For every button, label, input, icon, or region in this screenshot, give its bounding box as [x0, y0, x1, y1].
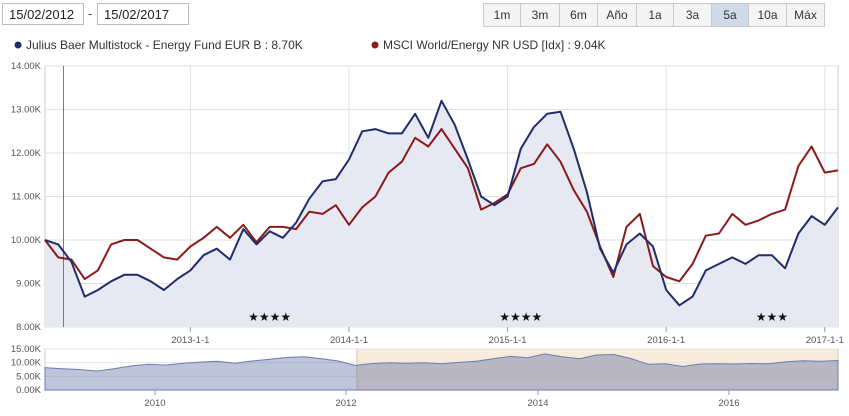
range-button-mx[interactable]: Máx — [787, 3, 825, 27]
y-tick-label: 8.00K — [16, 322, 41, 333]
navigator[interactable]: 15.00K 10.00K 5.00K 0.00K 2010 2012 2014 2016 — [11, 344, 839, 409]
range-button-3a[interactable]: 3a — [674, 3, 712, 27]
range-button-6m[interactable]: 6m — [560, 3, 598, 27]
main-axes: 8.00K 9.00K 10.00K 11.00K 12.00K 13.00K 14.00K… — [11, 61, 844, 346]
rating-stars-label: ★★★★ — [248, 310, 291, 324]
x-tick-label: 2017-1-1 — [806, 335, 844, 346]
rating-stars-label: ★★★★ — [499, 310, 542, 324]
range-button-ao[interactable]: Año — [598, 3, 637, 27]
x-tick-label: 2013-1-1 — [171, 335, 209, 346]
fund-area-fill — [45, 100, 838, 327]
y-tick-label: 14.00K — [11, 61, 42, 72]
range-button-1m[interactable]: 1m — [483, 3, 521, 27]
legend-label-index[interactable]: MSCI World/Energy NR USD [Idx] : 9.04K — [383, 38, 606, 52]
navigator-y-tick-label: 5.00K — [16, 371, 41, 382]
rating-stars: ★★★★★★★★★★★★★★★★★ — [248, 310, 788, 324]
rating-stars-label: ★★★ — [756, 310, 788, 324]
x-tick-label: 2015-1-1 — [489, 335, 527, 346]
y-tick-label: 10.00K — [11, 235, 42, 246]
navigator-y-tick-label: 15.00K — [11, 344, 42, 355]
legend: Julius Baer Multistock - Energy Fund EUR… — [14, 38, 606, 52]
date-to-input[interactable]: 15/02/2017 — [97, 3, 189, 25]
navigator-x-tick-label: 2014 — [527, 398, 548, 409]
legend-marker-fund — [14, 41, 22, 49]
range-selector: 1m 3m 6m Año 1a 3a 5a 10a Máx — [483, 3, 825, 27]
navigator-y-tick-label: 0.00K — [16, 385, 41, 396]
y-tick-label: 11.00K — [12, 192, 42, 203]
range-button-5a[interactable]: 5a — [712, 3, 749, 27]
y-tick-label: 13.00K — [11, 105, 42, 116]
navigator-y-tick-label: 10.00K — [11, 358, 42, 369]
range-button-3m[interactable]: 3m — [521, 3, 560, 27]
legend-marker-index — [371, 41, 379, 49]
y-tick-label: 9.00K — [16, 279, 41, 290]
date-from-input[interactable]: 15/02/2012 — [2, 3, 84, 25]
index-series-line[interactable] — [44, 128, 839, 283]
x-tick-label: 2014-1-1 — [330, 335, 368, 346]
legend-label-fund[interactable]: Julius Baer Multistock - Energy Fund EUR… — [26, 38, 303, 52]
fund-series-line[interactable] — [44, 99, 839, 307]
x-tick-label: 2016-1-1 — [647, 335, 685, 346]
main-plot-area — [44, 66, 839, 327]
navigator-x-tick-label: 2010 — [144, 398, 165, 409]
range-button-10a[interactable]: 10a — [749, 3, 787, 27]
navigator-area — [44, 353, 839, 391]
range-button-1a[interactable]: 1a — [637, 3, 674, 27]
date-range-separator: - — [88, 6, 93, 21]
y-tick-label: 12.00K — [11, 148, 42, 159]
navigator-x-tick-label: 2016 — [718, 398, 739, 409]
navigator-x-tick-label: 2012 — [335, 398, 356, 409]
